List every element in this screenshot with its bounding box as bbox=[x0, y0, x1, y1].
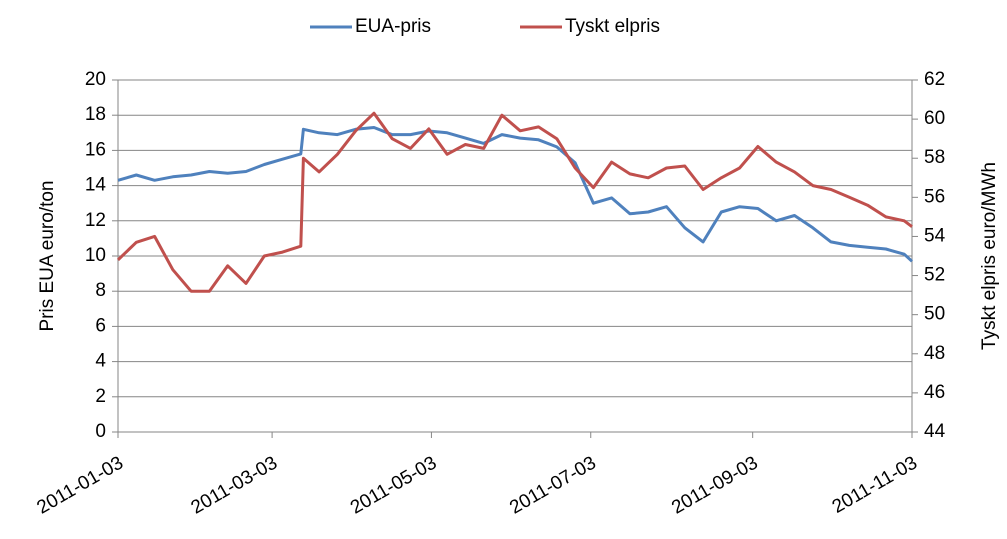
y-tick-label: 18 bbox=[85, 104, 106, 125]
line-series bbox=[116, 111, 913, 293]
y2-tick-label: 48 bbox=[924, 343, 945, 364]
x-tick-label: 2011-11-03 bbox=[829, 452, 921, 517]
legend-label: EUA-pris bbox=[355, 16, 431, 37]
y2-tick-label: 62 bbox=[924, 69, 945, 90]
y2-tick-label: 52 bbox=[924, 265, 945, 286]
line-series bbox=[117, 126, 914, 263]
y-axis-label: Pris EUA euro/ton bbox=[37, 180, 58, 331]
y-tick-label: 12 bbox=[85, 210, 106, 231]
y2-axis-label: Tyskt elpris euro/MWh bbox=[979, 162, 1000, 350]
legend-label: Tyskt elpris bbox=[565, 16, 660, 37]
x-tick-label: 2011-09-03 bbox=[668, 452, 761, 518]
y2-tick-label: 56 bbox=[924, 186, 945, 207]
y-tick-label: 2 bbox=[95, 386, 106, 407]
y2-tick-label: 50 bbox=[924, 304, 945, 325]
y2-tick-label: 54 bbox=[924, 225, 946, 246]
y2-tick-label: 58 bbox=[924, 147, 945, 168]
y2-tick-label: 44 bbox=[924, 421, 946, 442]
x-tick-label: 2011-01-03 bbox=[34, 452, 127, 518]
y2-tick-label: 46 bbox=[924, 382, 945, 403]
x-tick-label: 2011-05-03 bbox=[347, 452, 440, 518]
y-tick-label: 8 bbox=[95, 280, 106, 301]
y-tick-label: 16 bbox=[85, 139, 106, 160]
y-tick-label: 4 bbox=[95, 351, 106, 372]
x-tick-label: 2011-03-03 bbox=[188, 452, 281, 518]
y-tick-label: 14 bbox=[85, 175, 107, 196]
y-tick-label: 6 bbox=[95, 315, 106, 336]
y-tick-label: 0 bbox=[95, 421, 106, 442]
y-tick-label: 10 bbox=[85, 245, 106, 266]
y2-tick-label: 60 bbox=[924, 108, 945, 129]
x-tick-label: 2011-07-03 bbox=[506, 452, 599, 518]
y-tick-label: 20 bbox=[85, 69, 106, 90]
